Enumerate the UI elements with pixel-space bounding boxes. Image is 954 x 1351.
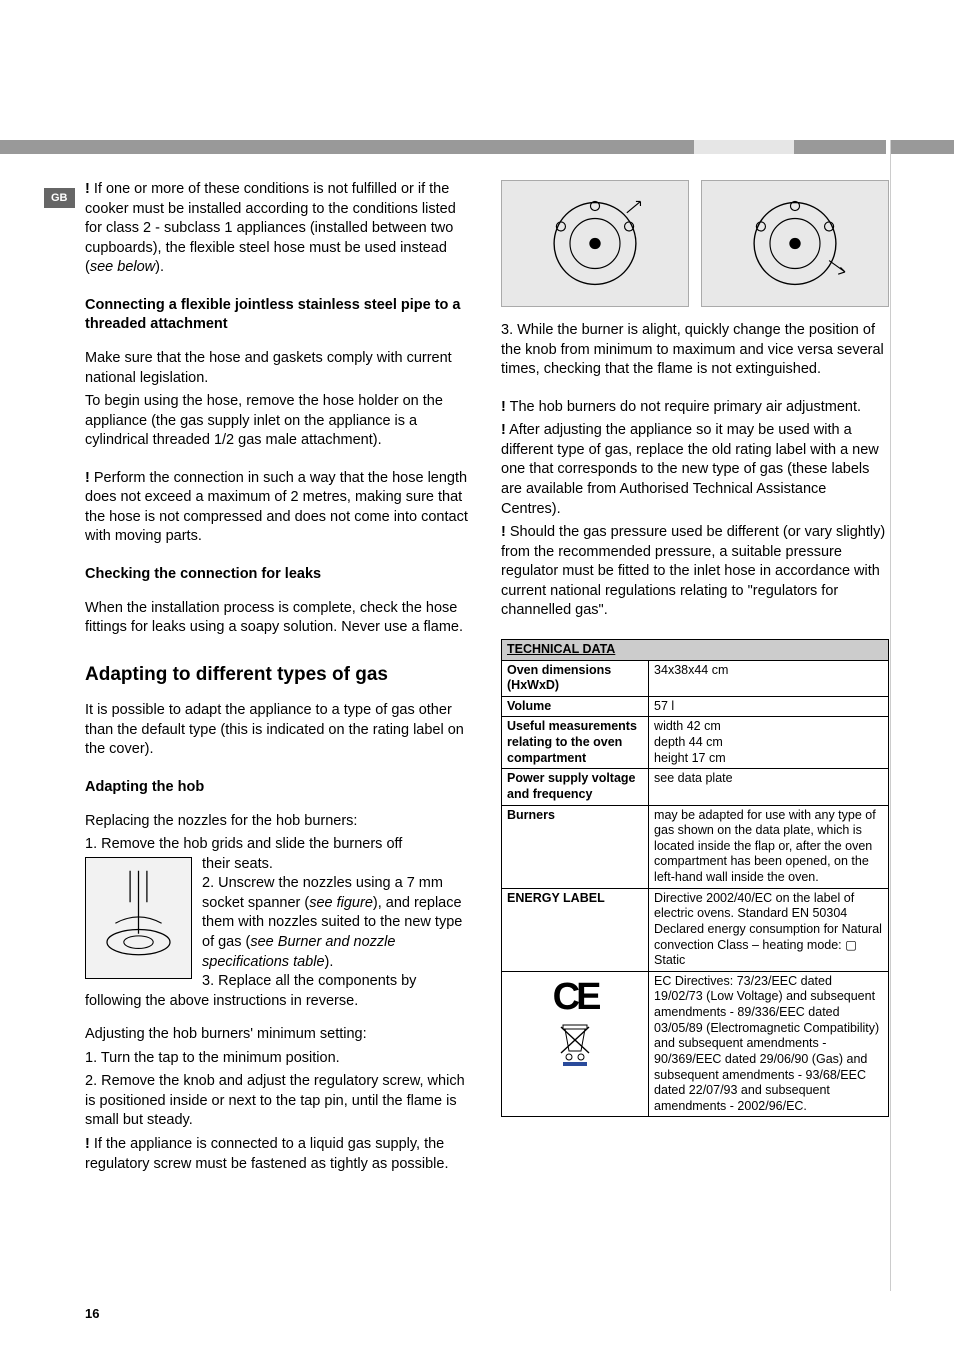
text: If the appliance is connected to a liqui… — [85, 1136, 448, 1172]
step1-line1: 1. Remove the hob grids and slide the bu… — [85, 835, 473, 855]
table-row: CE EC Directives: 73/23/EEC dated 19/02/… — [502, 971, 889, 1117]
para-intro: ! If one or more of these conditions is … — [85, 180, 473, 278]
header-bar-gap — [694, 140, 794, 154]
cell-label: Burners — [502, 805, 649, 888]
para-warn: ! Perform the connection in such a way t… — [85, 469, 473, 547]
subhead-hob: Adapting the hob — [85, 778, 473, 798]
text: After adjusting the appliance so it may … — [501, 422, 879, 516]
cell-value: width 42 cm depth 44 cm height 17 cm — [649, 717, 889, 769]
subhead-flexpipe: Connecting a flexible jointless stainles… — [85, 296, 473, 335]
cell-value: see data plate — [649, 769, 889, 805]
table-row: Burners may be adapted for use with any … — [502, 805, 889, 888]
text: ). — [155, 259, 164, 275]
cell-label: Power supply voltage and frequency — [502, 769, 649, 805]
knob-figure-1 — [501, 180, 689, 307]
nozzle-block: 1. Remove the hob grids and slide the bu… — [85, 835, 473, 1011]
para: 2. Remove the knob and adjust the regula… — [85, 1072, 473, 1131]
cell-ce-mark: CE — [502, 971, 649, 1117]
burner-figure — [85, 857, 192, 979]
para: Replacing the nozzles for the hob burner… — [85, 812, 473, 832]
content-area: ! If one or more of these conditions is … — [85, 180, 889, 1174]
para-warn: ! If the appliance is connected to a liq… — [85, 1135, 473, 1174]
para-warn: ! After adjusting the appliance so it ma… — [501, 421, 889, 519]
cell-label: Useful measurements relating to the oven… — [502, 717, 649, 769]
cell-value: EC Directives: 73/23/EEC dated 19/02/73 … — [649, 971, 889, 1117]
disposal-icon — [555, 1021, 595, 1067]
text: Perform the connection in such a way tha… — [85, 470, 468, 545]
knob-figures — [501, 180, 889, 307]
page: GB ! If one or more of these conditions … — [0, 0, 954, 1351]
text-italic: see figure — [309, 895, 373, 911]
cell-label: Oven dimensions (HxWxD) — [502, 660, 649, 696]
para-warn: ! Should the gas pressure used be differ… — [501, 523, 889, 621]
cell-value: 57 l — [649, 696, 889, 717]
table-row: Useful measurements relating to the oven… — [502, 717, 889, 769]
margin-line — [890, 140, 891, 1291]
cell-value: may be adapted for use with any type of … — [649, 805, 889, 888]
page-number: 16 — [85, 1306, 99, 1321]
knob-icon — [702, 181, 888, 306]
table-row: ENERGY LABEL Directive 2002/40/EC on the… — [502, 888, 889, 971]
para-warn: ! The hob burners do not require primary… — [501, 398, 889, 418]
para: Make sure that the hose and gaskets comp… — [85, 349, 473, 388]
cell-value: 34x38x44 cm — [649, 660, 889, 696]
table-row: Power supply voltage and frequency see d… — [502, 769, 889, 805]
cell-label: Volume — [502, 696, 649, 717]
heading-adapting: Adapting to different types of gas — [85, 662, 473, 688]
para: 1. Turn the tap to the minimum position. — [85, 1049, 473, 1069]
para: To begin using the hose, remove the hose… — [85, 392, 473, 451]
text: ). — [325, 954, 334, 970]
para: When the installation process is complet… — [85, 599, 473, 638]
subhead-leaks: Checking the connection for leaks — [85, 565, 473, 585]
para: 3. While the burner is alight, quickly c… — [501, 321, 889, 380]
knob-icon — [502, 181, 688, 306]
knob-figure-2 — [701, 180, 889, 307]
table-row: Volume 57 l — [502, 696, 889, 717]
ce-mark-icon: CE — [507, 974, 643, 1022]
cell-label: ENERGY LABEL — [502, 888, 649, 971]
text-italic: see below — [90, 259, 155, 275]
language-tab: GB — [44, 188, 75, 208]
cell-value: Directive 2002/40/EC on the label of ele… — [649, 888, 889, 971]
table-header: TECHNICAL DATA — [502, 639, 889, 660]
burner-icon — [86, 858, 191, 978]
step1-rest: their seats. — [202, 856, 273, 872]
text: The hob burners do not require primary a… — [506, 399, 861, 415]
right-column: 3. While the burner is alight, quickly c… — [501, 180, 889, 1174]
para: Adjusting the hob burners' minimum setti… — [85, 1025, 473, 1045]
technical-data-table: TECHNICAL DATA Oven dimensions (HxWxD) 3… — [501, 639, 889, 1118]
text: To begin using the hose, remove the hose… — [85, 393, 443, 448]
para: It is possible to adapt the appliance to… — [85, 701, 473, 760]
left-column: ! If one or more of these conditions is … — [85, 180, 473, 1174]
table-row: Oven dimensions (HxWxD) 34x38x44 cm — [502, 660, 889, 696]
text: Should the gas pressure used be differen… — [501, 524, 885, 618]
header-bar — [0, 140, 954, 154]
